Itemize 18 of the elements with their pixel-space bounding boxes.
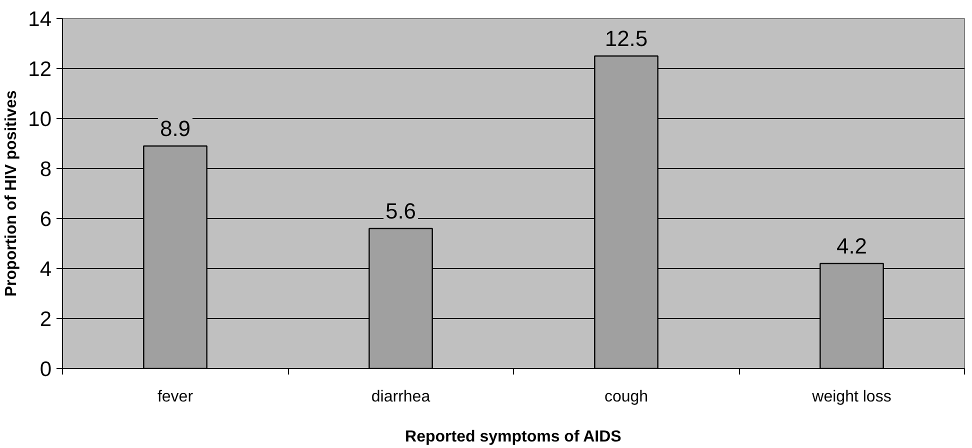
x-axis-title: Reported symptoms of AIDS	[405, 428, 622, 446]
y-axis-title: Proportion of HIV positives	[3, 90, 20, 297]
data-label: 5.6	[385, 198, 416, 224]
y-tick-label: 10	[28, 108, 52, 131]
y-tick-label: 12	[28, 58, 52, 81]
data-label: 12.5	[604, 26, 648, 51]
y-tick-label: 2	[40, 308, 52, 331]
x-tick-label: cough	[604, 388, 648, 406]
y-tick-label: 14	[28, 8, 52, 31]
y-tick-label: 4	[40, 258, 52, 281]
y-tick-label: 8	[40, 158, 52, 181]
data-label: 4.2	[836, 234, 868, 258]
x-tick-label: fever	[157, 388, 194, 406]
data-label: 8.9	[160, 116, 191, 141]
y-tick-label: 0	[40, 358, 52, 381]
y-tick-label: 6	[40, 208, 52, 231]
x-tick-label: diarrhea	[371, 388, 430, 406]
x-tick-label: weight loss	[811, 388, 892, 406]
